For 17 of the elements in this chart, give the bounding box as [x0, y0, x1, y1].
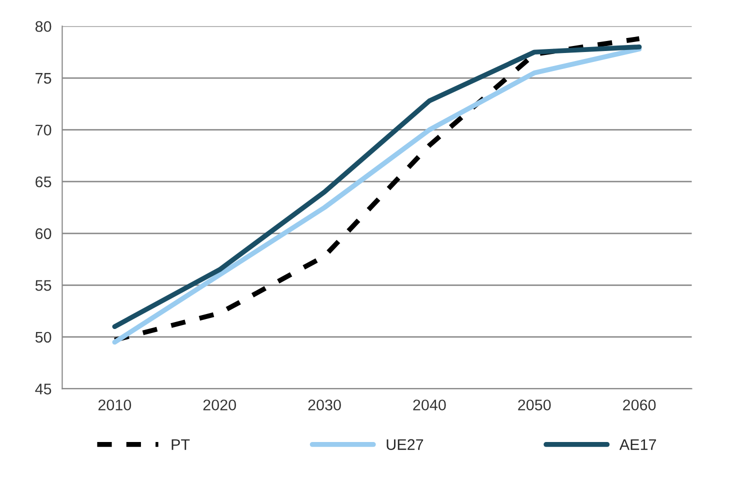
y-tick-label: 65 — [36, 176, 52, 188]
x-tick-label: 2040 — [413, 400, 446, 410]
x-tick-label: 2060 — [623, 400, 656, 410]
y-tick-label: 70 — [36, 124, 52, 136]
legend-label: UE27 — [386, 439, 424, 450]
y-tick-label: 80 — [35, 21, 52, 32]
x-tick-label: 2010 — [98, 400, 132, 410]
y-tick-label: 50 — [35, 332, 52, 343]
x-tick-label: 2050 — [518, 400, 551, 410]
y-tick-label: 75 — [36, 73, 52, 84]
legend-label: AE17 — [619, 439, 656, 450]
y-tick-label: 45 — [35, 384, 52, 394]
y-tick-label: 55 — [35, 280, 52, 291]
x-tick-label: 2030 — [308, 400, 341, 410]
x-tick-label: 2020 — [203, 400, 236, 410]
legend-label: PT — [172, 439, 190, 450]
y-tick-label: 60 — [36, 228, 52, 240]
